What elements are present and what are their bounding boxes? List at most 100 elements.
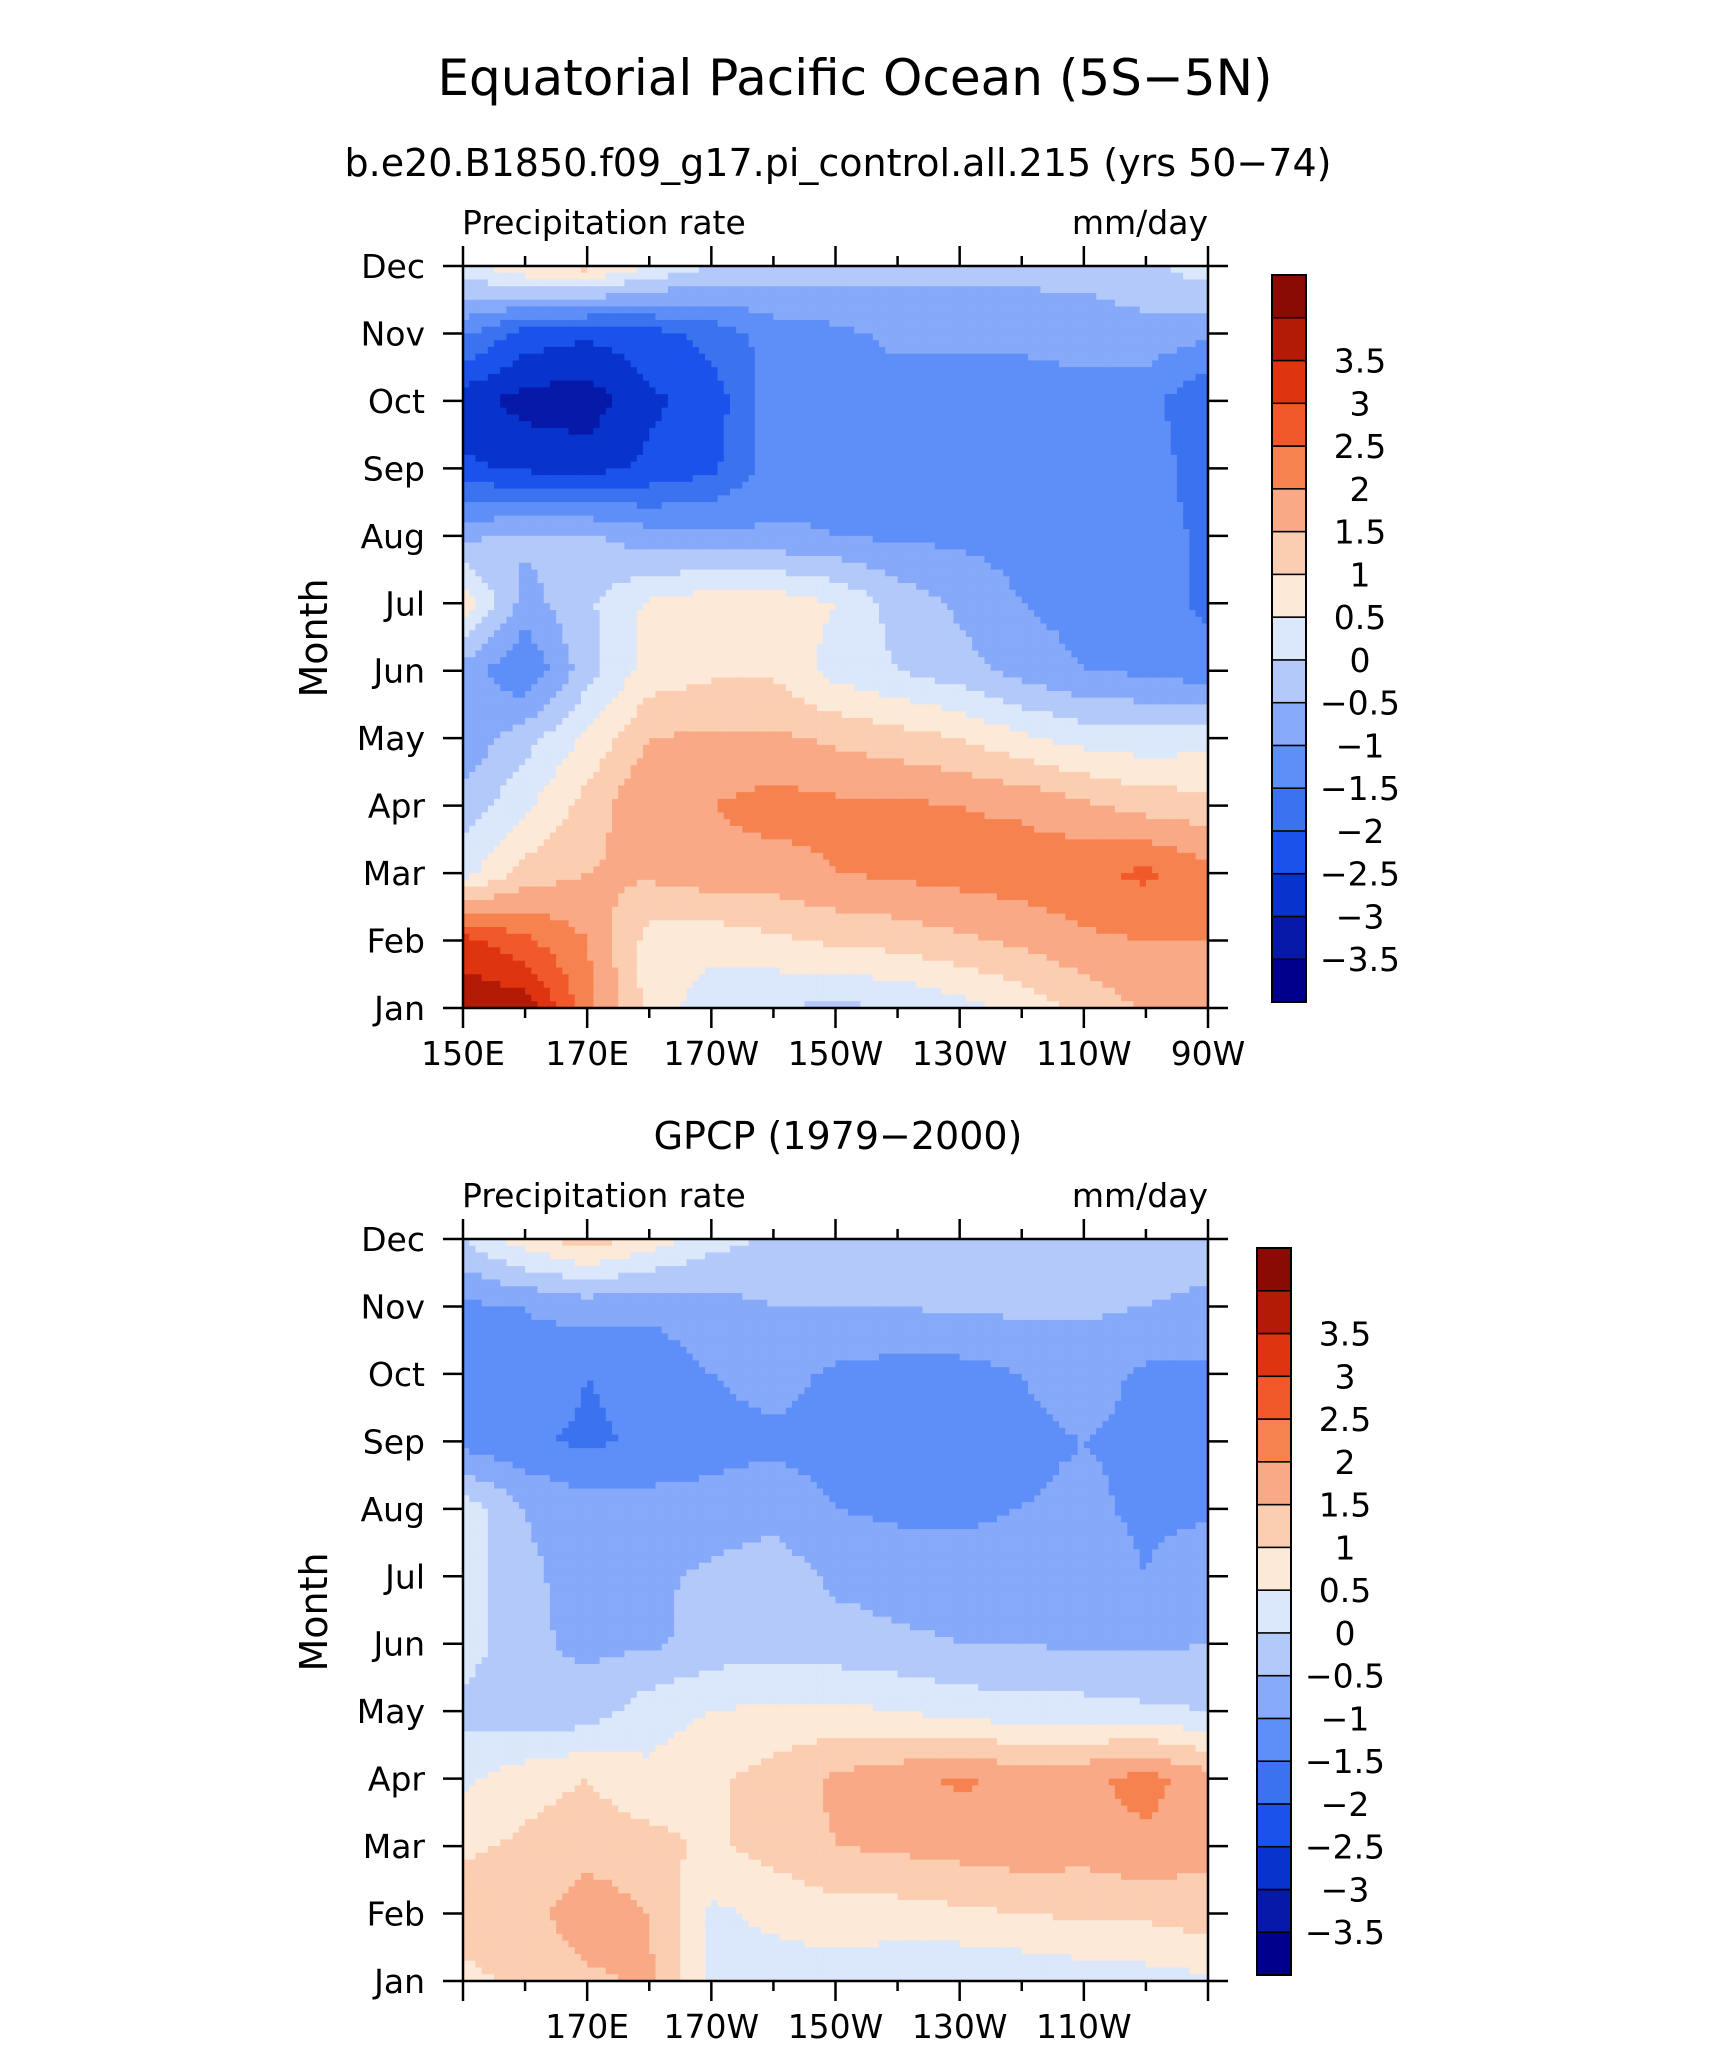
contour-cell bbox=[811, 441, 818, 448]
contour-cell bbox=[513, 367, 520, 374]
contour-cell bbox=[550, 408, 557, 415]
contour-cell bbox=[668, 455, 675, 462]
contour-cell bbox=[519, 468, 526, 475]
contour-cell bbox=[1028, 455, 1035, 462]
contour-cell bbox=[699, 306, 706, 313]
contour-cell bbox=[1071, 401, 1078, 408]
contour-cell bbox=[823, 516, 830, 523]
contour-cell bbox=[1115, 408, 1122, 415]
contour-cell bbox=[1183, 428, 1190, 435]
contour-cell bbox=[842, 455, 849, 462]
contour-cell bbox=[1028, 313, 1035, 320]
contour-cell bbox=[829, 543, 836, 550]
contour-cell bbox=[985, 306, 992, 313]
contour-cell bbox=[631, 408, 638, 415]
contour-cell bbox=[1016, 374, 1023, 381]
contour-cell bbox=[730, 522, 737, 529]
contour-cell bbox=[1090, 273, 1097, 280]
contour-cell bbox=[898, 340, 905, 347]
contour-cell bbox=[1196, 509, 1203, 516]
contour-cell bbox=[649, 279, 656, 286]
contour-cell bbox=[829, 327, 836, 334]
contour-cell bbox=[1003, 327, 1010, 334]
contour-cell bbox=[1009, 428, 1016, 435]
contour-cell bbox=[1177, 327, 1184, 334]
contour-cell bbox=[668, 293, 675, 300]
contour-cell bbox=[494, 462, 501, 469]
contour-cell bbox=[804, 475, 811, 482]
contour-cell bbox=[1059, 455, 1066, 462]
contour-cell bbox=[910, 516, 917, 523]
contour-cell bbox=[873, 543, 880, 550]
contour-cell bbox=[817, 448, 824, 455]
contour-cell bbox=[500, 522, 507, 529]
contour-cell bbox=[885, 327, 892, 334]
contour-cell bbox=[916, 327, 923, 334]
contour-cell bbox=[711, 401, 718, 408]
contour-cell bbox=[674, 522, 681, 529]
contour-cell bbox=[724, 333, 731, 340]
contour-cell bbox=[1134, 286, 1141, 293]
contour-cell bbox=[1134, 414, 1141, 421]
contour-cell bbox=[519, 489, 526, 496]
contour-cell bbox=[1084, 387, 1091, 394]
contour-cell bbox=[935, 387, 942, 394]
contour-cell bbox=[960, 354, 967, 361]
contour-cell bbox=[1065, 502, 1072, 509]
contour-cell bbox=[1059, 306, 1066, 313]
contour-cell bbox=[953, 435, 960, 442]
contour-cell bbox=[792, 462, 799, 469]
contour-cell bbox=[1177, 367, 1184, 374]
contour-cell bbox=[680, 387, 687, 394]
contour-cell bbox=[1134, 502, 1141, 509]
contour-cell bbox=[854, 340, 861, 347]
contour-cell bbox=[649, 293, 656, 300]
contour-cell bbox=[693, 374, 700, 381]
contour-cell bbox=[898, 408, 905, 415]
contour-cell bbox=[1115, 536, 1122, 543]
contour-cell bbox=[475, 293, 482, 300]
contour-cell bbox=[904, 502, 911, 509]
contour-cell bbox=[525, 394, 532, 401]
contour-cell bbox=[867, 421, 874, 428]
contour-cell bbox=[966, 462, 973, 469]
contour-cell bbox=[1084, 529, 1091, 536]
contour-cell bbox=[531, 387, 538, 394]
contour-cell bbox=[593, 374, 600, 381]
contour-cell bbox=[513, 455, 520, 462]
contour-cell bbox=[910, 320, 917, 327]
contour-cell bbox=[929, 455, 936, 462]
contour-cell bbox=[1053, 381, 1060, 388]
contour-cell bbox=[550, 421, 557, 428]
contour-cell bbox=[1040, 516, 1047, 523]
contour-cell bbox=[575, 408, 582, 415]
contour-cell bbox=[475, 360, 482, 367]
contour-cell bbox=[811, 462, 818, 469]
contour-cell bbox=[550, 347, 557, 354]
contour-cell bbox=[718, 381, 725, 388]
contour-cell bbox=[1152, 502, 1159, 509]
contour-cell bbox=[780, 522, 787, 529]
contour-cell bbox=[550, 468, 557, 475]
contour-cell bbox=[767, 408, 774, 415]
contour-cell bbox=[1189, 381, 1196, 388]
contour-cell bbox=[1134, 320, 1141, 327]
contour-cell bbox=[469, 327, 476, 334]
contour-cell bbox=[786, 408, 793, 415]
contour-cell bbox=[910, 293, 917, 300]
contour-cell bbox=[1034, 536, 1041, 543]
contour-cell bbox=[898, 516, 905, 523]
contour-cell bbox=[761, 462, 768, 469]
contour-cell bbox=[1102, 381, 1109, 388]
contour-cell bbox=[624, 367, 631, 374]
contour-cell bbox=[885, 347, 892, 354]
contour-cell bbox=[655, 394, 662, 401]
contour-cell bbox=[867, 543, 874, 550]
contour-cell bbox=[885, 387, 892, 394]
contour-cell bbox=[488, 381, 495, 388]
contour-cell bbox=[624, 482, 631, 489]
contour-cell bbox=[624, 522, 631, 529]
contour-cell bbox=[1177, 428, 1184, 435]
contour-cell bbox=[587, 374, 594, 381]
contour-cell bbox=[680, 360, 687, 367]
